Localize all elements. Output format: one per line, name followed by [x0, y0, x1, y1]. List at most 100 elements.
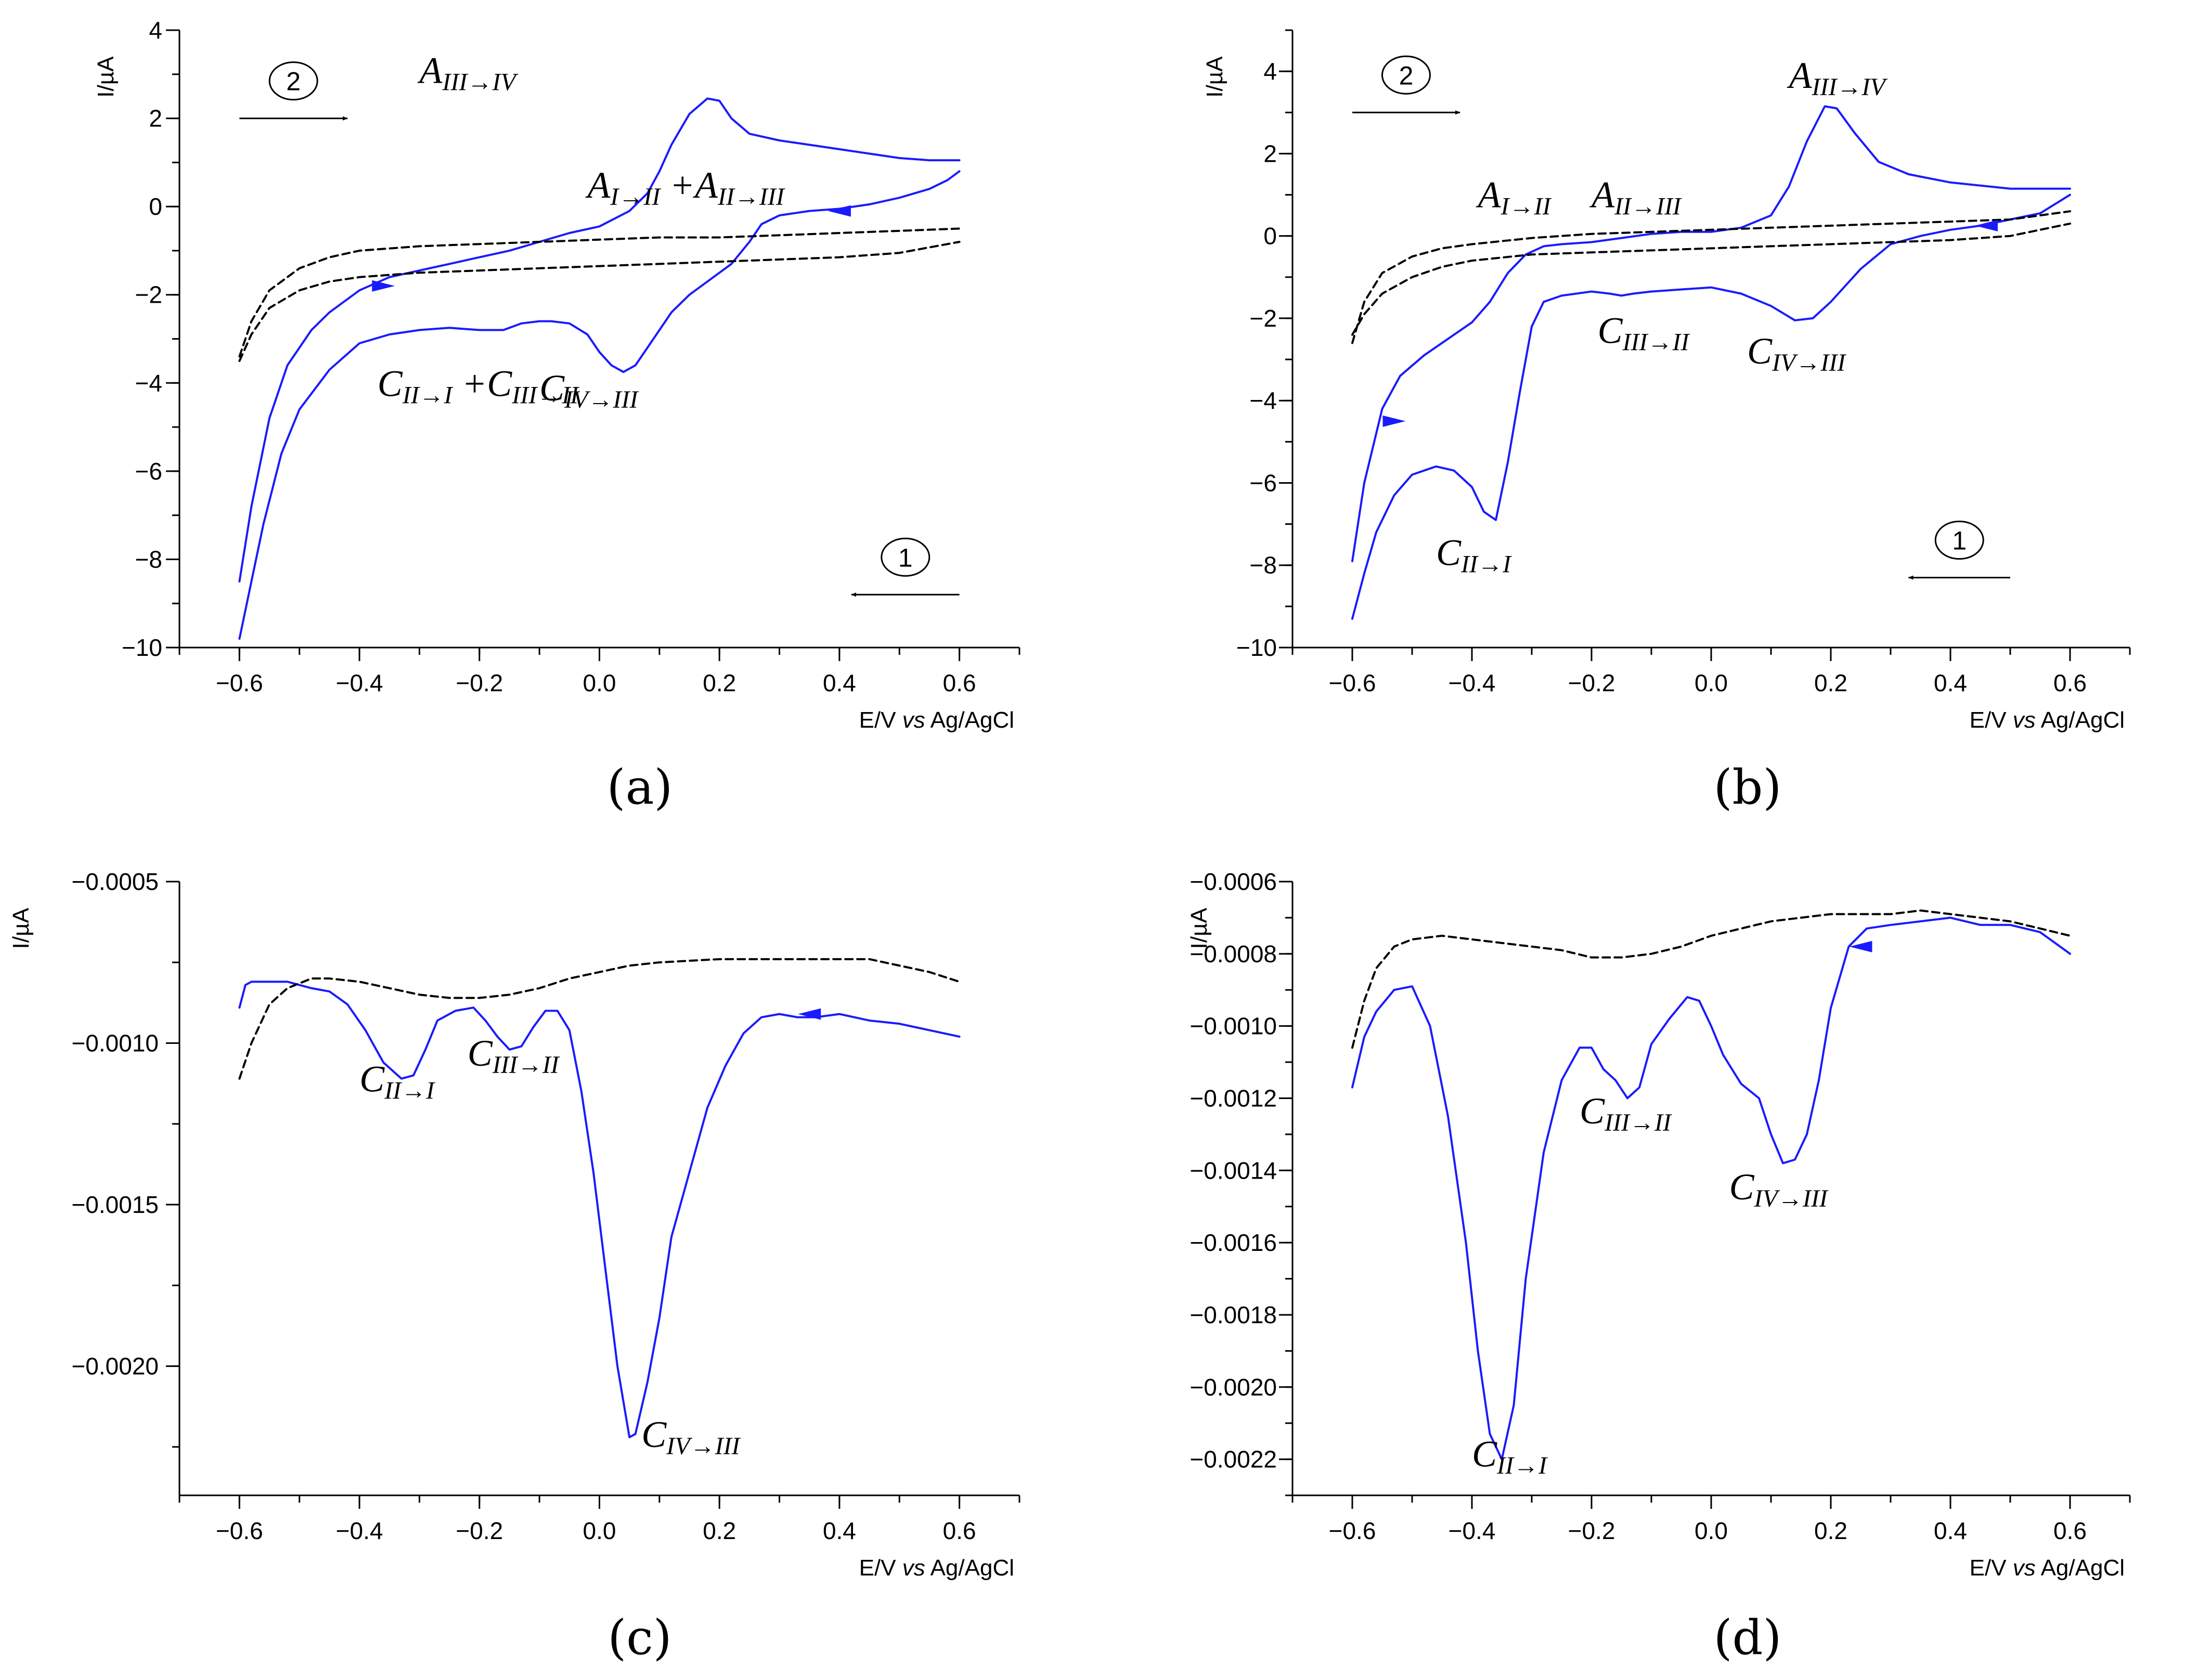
x-tick-label: 0.4 [1934, 1517, 1967, 1544]
peak-label: CIV→III [1747, 330, 1846, 377]
y-tick-label: −10 [1236, 634, 1277, 661]
x-tick-label: −0.4 [1449, 669, 1496, 696]
y-tick-label: 0 [149, 193, 162, 220]
y-tick-label: −6 [135, 458, 162, 485]
chart-panel-b: −0.6 −0.4 −0.2 0.0 0.2 0.4 0.6 −10 −8 −6 −4 −2 0 2 4 I/… [1202, 29, 2131, 733]
voltammogram-line [238, 97, 961, 583]
peak-label: AI→II [1476, 174, 1552, 220]
x-tick-label: 0.4 [823, 1517, 856, 1544]
peak-label: CII→I [1472, 1433, 1548, 1479]
chart-panel-a: −0.6 −0.4 −0.2 0.0 0.2 0.4 0.6 −10 −8 −6 −4 −2 0 2 4 I/… [93, 17, 1020, 733]
y-tick-label: 0 [1263, 223, 1277, 250]
x-tick-label: 0.0 [583, 669, 616, 696]
y-tick-label: 4 [1263, 58, 1277, 85]
scan-step-number: 1 [898, 543, 913, 572]
background-scan-line [238, 227, 961, 358]
y-tick-label: −6 [1250, 469, 1277, 496]
y-axis-title: I/µA [1202, 56, 1227, 98]
peak-label: CIV→III [539, 367, 639, 413]
scan-direction-arrowhead [372, 280, 395, 292]
x-tick-label: 0.6 [943, 669, 976, 696]
y-axis-title: I/µA [93, 56, 119, 98]
y-tick-label: −8 [1250, 552, 1277, 579]
x-tick-label: 0.6 [2053, 1517, 2087, 1544]
y-axis-title: I/µA [1186, 908, 1212, 949]
chart-panel-d: −0.6 −0.4 −0.2 0.0 0.2 0.4 0.6 −0.0022 −0.0020 −0… [1186, 868, 2131, 1581]
peak-label: AIII→IV [1787, 55, 1888, 101]
x-axis-title: E/V vs Ag/AgCl [1970, 707, 2125, 733]
y-tick-label: 2 [1263, 140, 1277, 167]
x-tick-label: 0.0 [1695, 669, 1728, 696]
x-tick-label: −0.6 [1329, 669, 1376, 696]
x-tick-label: −0.2 [1568, 669, 1615, 696]
scan-direction-arrowhead [1975, 219, 1998, 231]
panel-label: (c) [607, 1610, 671, 1665]
x-tick-label: 0.6 [943, 1517, 976, 1544]
scan-direction-arrowhead [1382, 415, 1406, 427]
y-axis-title: I/µA [8, 908, 34, 949]
y-tick-label: −10 [122, 634, 162, 661]
x-axis-title: E/V vs Ag/AgCl [1970, 1555, 2125, 1581]
peak-label: CIII→II [468, 1032, 560, 1079]
peak-label: AII→III [1589, 174, 1682, 220]
scan-step-number: 2 [286, 67, 301, 96]
scan-step-number: 2 [1399, 61, 1414, 90]
scan-direction-arrowhead [827, 205, 851, 217]
background-scan-line [1351, 222, 2071, 336]
voltammogram-line [238, 170, 961, 640]
scan-step-circle [268, 61, 318, 101]
voltammogram-line [238, 980, 961, 1439]
background-scan-line [238, 241, 961, 362]
scan-step-circle [1934, 520, 1984, 560]
scan-step-number: 1 [1952, 526, 1967, 555]
chart-panel-c: −0.6 −0.4 −0.2 0.0 0.2 0.4 0.6 −0.0020 −0.0015 −0… [8, 868, 1020, 1581]
x-tick-label: −0.2 [1568, 1517, 1615, 1544]
scan-direction-arrowhead [1849, 940, 1872, 952]
scan-step-circle [881, 537, 930, 577]
y-tick-label: −2 [135, 281, 162, 308]
voltammogram-line [1351, 105, 2071, 562]
background-scan-line [1351, 909, 2071, 1049]
y-tick-label: −0.0005 [71, 868, 159, 895]
panel-label: (d) [1714, 1610, 1782, 1665]
peak-label: CIV→III [1729, 1166, 1829, 1212]
background-scan-line [1351, 210, 2071, 344]
y-tick-label: −0.0012 [1189, 1084, 1277, 1112]
x-tick-label: 0.0 [1695, 1517, 1728, 1544]
x-tick-label: 0.2 [1814, 669, 1847, 696]
peak-label: AIII→IV [417, 50, 518, 96]
x-axis-title: E/V vs Ag/AgCl [859, 707, 1014, 733]
peak-label: CIV→III [641, 1414, 741, 1460]
panel-label: (b) [1714, 759, 1782, 815]
peak-label: CIII→II [1580, 1090, 1672, 1136]
y-tick-label: −0.0006 [1189, 868, 1277, 895]
x-tick-label: −0.6 [216, 669, 263, 696]
y-tick-label: −0.0020 [1189, 1374, 1277, 1401]
peak-label: CII→I [1436, 532, 1512, 578]
y-tick-label: −0.0020 [71, 1353, 159, 1380]
y-tick-label: −0.0018 [1189, 1301, 1277, 1328]
x-tick-label: 0.0 [583, 1517, 616, 1544]
x-tick-label: −0.2 [456, 669, 503, 696]
x-tick-label: −0.4 [1449, 1517, 1496, 1544]
peak-label: CII→I +CIII→II [378, 363, 580, 409]
peak-label: AI→II +AII→III [585, 164, 785, 211]
x-tick-label: 0.2 [703, 1517, 736, 1544]
y-tick-label: 4 [149, 17, 162, 44]
y-tick-label: −4 [1250, 387, 1277, 414]
background-scan-line [238, 958, 961, 1080]
y-tick-label: −0.0008 [1189, 940, 1277, 967]
x-tick-label: −0.4 [336, 1517, 383, 1544]
y-tick-label: −0.0022 [1189, 1446, 1277, 1473]
x-tick-label: 0.2 [1814, 1517, 1847, 1544]
x-tick-label: 0.6 [2053, 669, 2087, 696]
x-tick-label: 0.4 [823, 669, 856, 696]
scan-direction-arrowhead [798, 1008, 821, 1020]
y-tick-label: −2 [1250, 305, 1277, 332]
x-tick-label: −0.4 [336, 669, 383, 696]
panel-label: (a) [607, 759, 673, 815]
scan-step-circle [1381, 55, 1431, 95]
y-tick-label: −0.0010 [71, 1030, 159, 1057]
y-tick-label: −0.0016 [1189, 1229, 1277, 1256]
